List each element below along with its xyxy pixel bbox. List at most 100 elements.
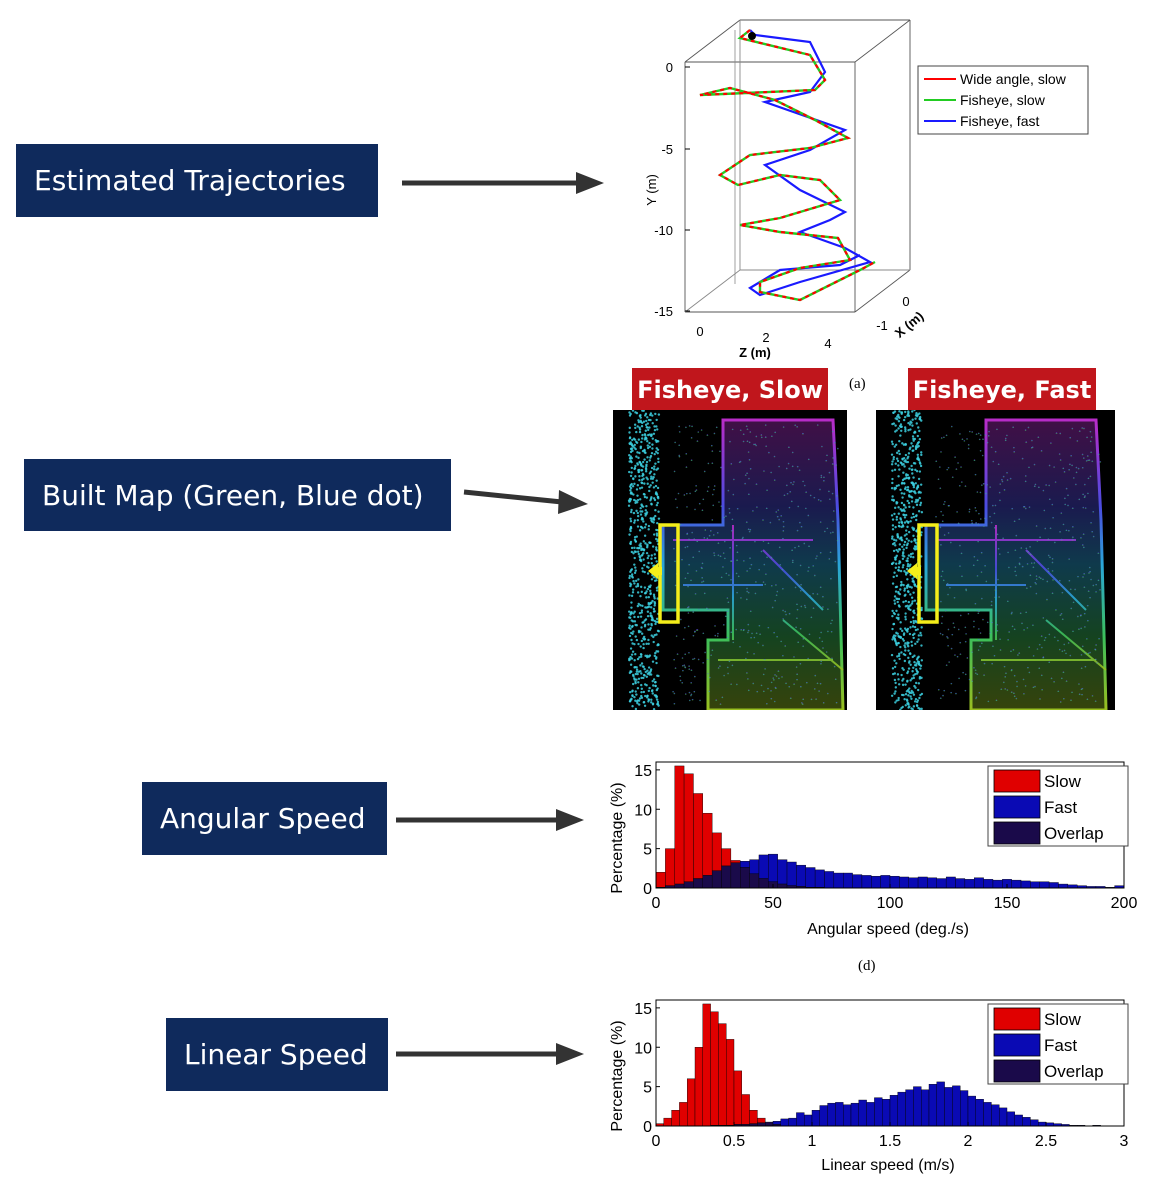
trajectory-xlabel: X (m) [892,308,927,340]
bar-fast [833,872,844,889]
bar-slow [702,1003,711,1127]
bar-fast [850,1102,860,1127]
x-tick-label: 0 [902,294,909,309]
bar-overlap [764,1121,774,1127]
x-tick-label: 100 [877,895,904,912]
linear-histogram: 0 0.5 1 1.5 2 2.5 3 0 5 10 15 Linear speed (m/s) P… [609,999,1129,1174]
bar-slow [710,1011,719,1126]
bar-fast [999,1107,1008,1127]
label-linear-speed: Linear Speed [166,1018,388,1091]
y-tick-label: -15 [654,304,673,319]
label-text: Angular Speed [160,802,366,835]
bar-fast [780,1118,789,1127]
linear-ylabel: Percentage (%) [609,1020,626,1131]
map-image-fast [876,410,1115,710]
bar-fast [927,877,938,889]
y-tick-label: 5 [643,1080,652,1097]
angular-histogram: 0 50 100 150 200 0 5 10 15 Angular speed (deg./s… [609,761,1138,938]
bar-fast [758,854,769,879]
bar-fast [871,875,881,889]
bar-slow [741,1094,750,1125]
bar-slow [757,1117,766,1124]
bar-fast [974,877,984,889]
box-edge [684,19,741,63]
bar-fast [1030,881,1040,889]
y-tick-label: 15 [634,1001,652,1018]
trajectory-fisheye-fast [747,29,873,297]
bar-slow [671,1110,680,1127]
bar-fast [1039,881,1050,889]
x-tick-label: 2 [964,1133,973,1150]
trajectory-zlabel: Z (m) [739,345,771,360]
bar-fast [786,861,797,886]
bar-fast [908,877,919,889]
map-title-slow: Fisheye, Slow [632,368,828,412]
bar-fast [1011,879,1022,889]
bar-fast [964,879,975,889]
label-text: Built Map (Green, Blue dot) [42,478,424,512]
bar-fast [749,859,760,875]
legend-entry: Fisheye, slow [960,92,1046,108]
bar-overlap [683,881,694,889]
bar-slow [679,1102,688,1127]
bar-fast [1058,883,1069,889]
bar-overlap [730,862,741,889]
box-edge [854,19,911,63]
angular-ylabel: Percentage (%) [609,782,626,893]
bar-fast [921,1089,930,1127]
bar-slow [655,872,666,888]
label-estimated-trajectories: Estimated Trajectories [16,144,378,217]
bar-fast [880,875,891,889]
x-tick-label: 1.5 [879,1133,901,1150]
y-tick-label: 0 [666,60,673,75]
box-edge [684,269,741,313]
arrow-trajectories [402,172,604,194]
linear-axes: 0 0.5 1 1.5 2 2.5 3 0 5 10 15 [634,999,1129,1150]
angular-legend: Slow Fast Overlap [987,765,1129,847]
bar-fast [983,1102,992,1127]
bar-fast [858,1099,867,1127]
bar-fast [1048,882,1059,889]
bar-fast [967,1095,977,1127]
bar-fast [1014,1114,1023,1127]
bar-fast [819,1105,828,1127]
bar-fast [768,853,778,882]
x-tick-label: 200 [1111,895,1138,912]
x-tick-label: 1 [808,1133,817,1150]
x-tick-label: 150 [994,895,1021,912]
y-tick-label: 10 [634,1040,652,1057]
trajectory-wide-angle-slow [699,29,876,302]
label-angular-speed: Angular Speed [142,782,387,855]
bar-fast [740,861,750,868]
bar-fast [842,1104,852,1127]
box-edge [854,269,911,313]
bar-fast [913,1086,922,1127]
legend-swatch-fast [993,1033,1041,1057]
bar-slow [674,765,685,885]
bar-fast [975,1099,984,1127]
legend-swatch-slow [993,1007,1041,1031]
bar-fast [852,874,863,889]
trajectory-ticks: 0 -5 -10 -15 0 2 4 0 -1 [654,60,909,351]
bar-slow [721,848,732,867]
trajectory-legend: Wide angle, slow Fisheye, slow Fisheye, … [917,65,1089,135]
bar-overlap [711,870,722,889]
bar-fast [960,1090,969,1127]
bar-overlap [777,883,788,889]
trajectory-lines [699,29,876,302]
bar-fast [835,1102,844,1127]
legend-entry: Fast [1044,798,1077,817]
bar-overlap [721,865,732,889]
y-tick-label: 15 [634,763,652,780]
bar-fast [803,1114,813,1127]
bar-fast [805,867,816,888]
trajectory-box [684,19,911,313]
linear-bars [655,1003,1101,1127]
bar-slow [683,773,694,882]
legend-entry: Fisheye, fast [960,113,1039,129]
trajectory-3d-chart: 0 -5 -10 -15 0 2 4 0 -1 Y (m) Z (m) X (m) Wide a… [644,19,1089,360]
bar-fast [874,1097,883,1127]
bar-fast [897,1091,906,1127]
y-tick-label: 5 [643,842,652,859]
bar-slow [663,1117,672,1127]
